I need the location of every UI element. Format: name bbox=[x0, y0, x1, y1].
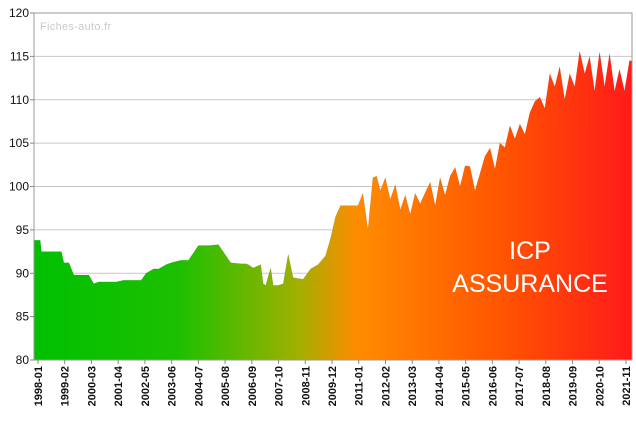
x-tick-label: 2018-08 bbox=[541, 366, 553, 406]
y-tick-label: 85 bbox=[16, 310, 30, 324]
x-tick-label: 2013-03 bbox=[407, 366, 419, 406]
y-tick-label: 90 bbox=[16, 266, 30, 280]
x-tick-label: 2011-01 bbox=[354, 366, 366, 406]
overlay-line-1: ICP bbox=[509, 237, 551, 265]
x-tick-label: 2020-10 bbox=[594, 366, 606, 406]
x-tick-label: 2004-07 bbox=[193, 366, 205, 406]
y-tick-label: 100 bbox=[9, 180, 29, 194]
x-tick-label: 2001-04 bbox=[113, 365, 125, 406]
icp-area-edge bbox=[34, 51, 632, 286]
y-tick-label: 80 bbox=[16, 353, 30, 367]
x-tick-label: 2003-06 bbox=[167, 366, 179, 406]
x-tick-label: 2002-05 bbox=[140, 366, 152, 406]
watermark: Fiches-auto.fr bbox=[40, 21, 111, 33]
x-tick-label: 2007-10 bbox=[274, 366, 286, 406]
y-tick-label: 110 bbox=[10, 93, 29, 107]
y-tick-label: 95 bbox=[16, 223, 30, 237]
y-tick-label: 120 bbox=[9, 6, 29, 20]
x-tick-label: 2019-09 bbox=[568, 366, 580, 406]
icp-area-fill bbox=[34, 51, 632, 360]
overlay-line-2: ASSURANCE bbox=[452, 270, 608, 298]
y-tick-label: 115 bbox=[10, 49, 29, 63]
x-tick-label: 1999-02 bbox=[60, 366, 72, 406]
x-tick-label: 2006-09 bbox=[247, 366, 259, 406]
x-tick-label: 2012-02 bbox=[381, 366, 393, 406]
x-tick-label: 2017-07 bbox=[514, 366, 526, 406]
x-axis-ticks: 1998-01 1999-02 2000-03 2001-04 2002-05 2003-… bbox=[33, 360, 633, 406]
y-axis-ticks: 80 85 90 95 100 105 110 115 120 bbox=[9, 6, 34, 367]
x-tick-label: 2008-11 bbox=[300, 366, 312, 406]
x-tick-label: 2015-05 bbox=[461, 366, 473, 406]
x-tick-label: 2009-12 bbox=[327, 366, 339, 406]
x-tick-label: 2016-06 bbox=[487, 366, 499, 406]
x-tick-label: 2000-03 bbox=[87, 366, 99, 406]
x-tick-label: 2005-08 bbox=[220, 366, 232, 406]
x-tick-label: 1998-01 bbox=[33, 366, 45, 406]
x-tick-label: 2014-04 bbox=[434, 365, 446, 406]
x-tick-label: 2021-11 bbox=[621, 366, 633, 406]
y-tick-label: 105 bbox=[9, 136, 29, 150]
